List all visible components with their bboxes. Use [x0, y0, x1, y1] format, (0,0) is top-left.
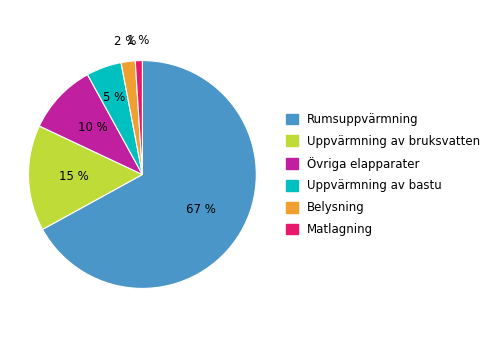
Text: 1 %: 1 %: [127, 34, 149, 47]
Text: 2 %: 2 %: [114, 35, 136, 48]
Legend: Rumsuppvärmning, Uppvärmning av bruksvatten, Övriga elapparater, Uppvärmning av : Rumsuppvärmning, Uppvärmning av bruksvat…: [286, 113, 480, 236]
Wedge shape: [87, 62, 142, 174]
Wedge shape: [28, 126, 142, 229]
Text: 10 %: 10 %: [78, 121, 108, 134]
Text: 5 %: 5 %: [104, 91, 126, 104]
Wedge shape: [43, 61, 256, 288]
Text: 15 %: 15 %: [59, 170, 89, 183]
Text: 67 %: 67 %: [186, 203, 216, 216]
Wedge shape: [135, 61, 142, 174]
Wedge shape: [121, 61, 142, 174]
Wedge shape: [39, 75, 142, 174]
